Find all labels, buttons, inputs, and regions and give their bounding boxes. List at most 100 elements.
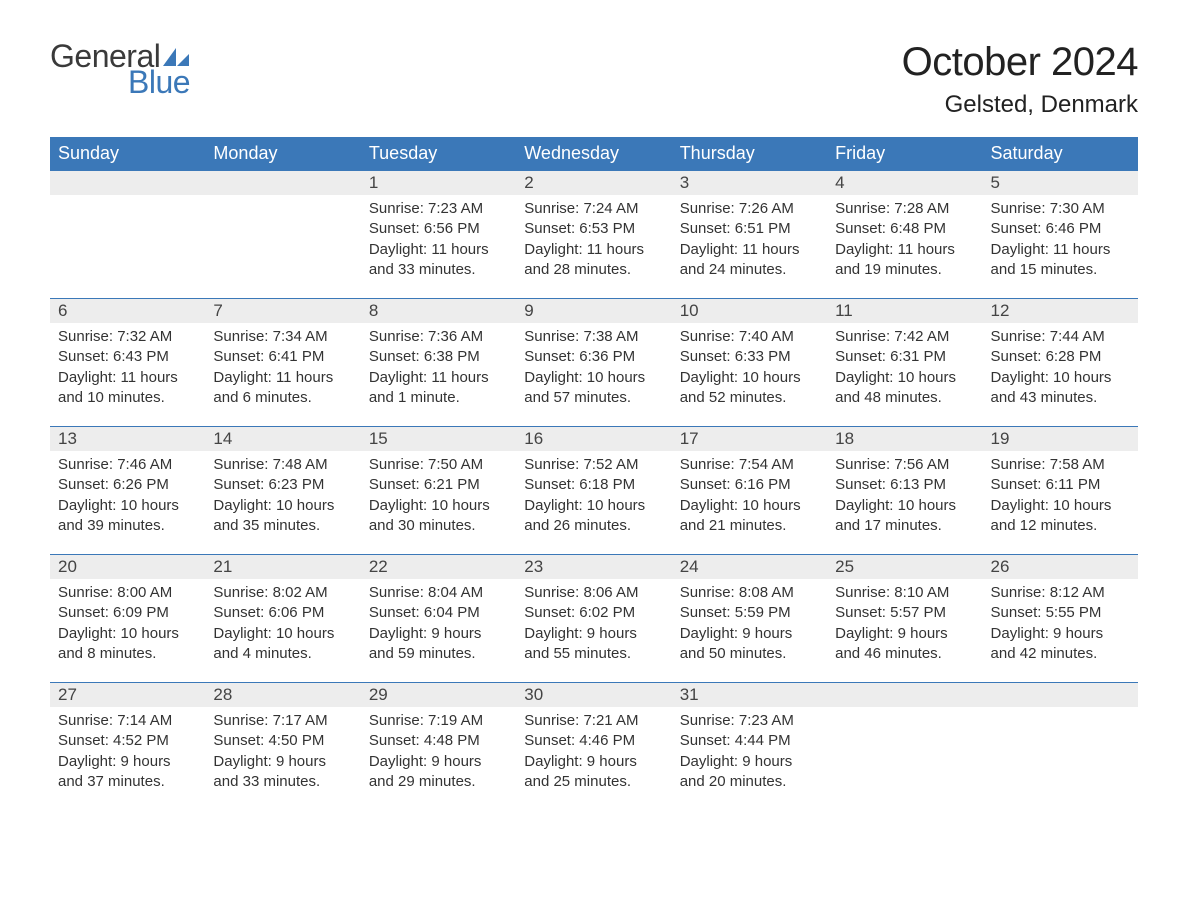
sunset-line: Sunset: 5:59 PM [680,603,819,623]
day-content: Sunrise: 8:06 AMSunset: 6:02 PMDaylight:… [516,579,671,672]
day-content: Sunrise: 8:02 AMSunset: 6:06 PMDaylight:… [205,579,360,672]
day-content: Sunrise: 7:19 AMSunset: 4:48 PMDaylight:… [361,707,516,800]
daylight-line: Daylight: 9 hours and 20 minutes. [680,752,819,793]
sunrise-line: Sunrise: 7:24 AM [524,199,663,219]
day-number: 24 [672,555,827,579]
calendar-cell: 10Sunrise: 7:40 AMSunset: 6:33 PMDayligh… [672,299,827,427]
day-content: Sunrise: 7:50 AMSunset: 6:21 PMDaylight:… [361,451,516,544]
day-header: Sunday [50,137,205,171]
header: General Blue October 2024 Gelsted, Denma… [50,40,1138,119]
day-content: Sunrise: 7:38 AMSunset: 6:36 PMDaylight:… [516,323,671,416]
sunset-line: Sunset: 6:33 PM [680,347,819,367]
day-content: Sunrise: 7:54 AMSunset: 6:16 PMDaylight:… [672,451,827,544]
day-header: Thursday [672,137,827,171]
daylight-line: Daylight: 10 hours and 30 minutes. [369,496,508,537]
sunrise-line: Sunrise: 7:36 AM [369,327,508,347]
sunset-line: Sunset: 6:36 PM [524,347,663,367]
daylight-line: Daylight: 11 hours and 28 minutes. [524,240,663,281]
sunrise-line: Sunrise: 8:10 AM [835,583,974,603]
calendar-cell: 26Sunrise: 8:12 AMSunset: 5:55 PMDayligh… [983,555,1138,683]
daylight-line: Daylight: 10 hours and 17 minutes. [835,496,974,537]
sunset-line: Sunset: 6:09 PM [58,603,197,623]
calendar-cell: 9Sunrise: 7:38 AMSunset: 6:36 PMDaylight… [516,299,671,427]
day-number: 28 [205,683,360,707]
calendar-cell: 14Sunrise: 7:48 AMSunset: 6:23 PMDayligh… [205,427,360,555]
calendar-cell: 5Sunrise: 7:30 AMSunset: 6:46 PMDaylight… [983,171,1138,299]
daylight-line: Daylight: 9 hours and 33 minutes. [213,752,352,793]
sunset-line: Sunset: 6:02 PM [524,603,663,623]
calendar-row: 6Sunrise: 7:32 AMSunset: 6:43 PMDaylight… [50,299,1138,427]
daylight-line: Daylight: 9 hours and 55 minutes. [524,624,663,665]
sunrise-line: Sunrise: 8:08 AM [680,583,819,603]
daylight-line: Daylight: 9 hours and 59 minutes. [369,624,508,665]
day-content: Sunrise: 7:46 AMSunset: 6:26 PMDaylight:… [50,451,205,544]
calendar-cell: 13Sunrise: 7:46 AMSunset: 6:26 PMDayligh… [50,427,205,555]
daylight-line: Daylight: 11 hours and 15 minutes. [991,240,1130,281]
day-number: 11 [827,299,982,323]
calendar-row: 20Sunrise: 8:00 AMSunset: 6:09 PMDayligh… [50,555,1138,683]
calendar-row: 1Sunrise: 7:23 AMSunset: 6:56 PMDaylight… [50,171,1138,299]
day-number [827,683,982,707]
day-number: 1 [361,171,516,195]
calendar-cell [50,171,205,299]
calendar-cell: 6Sunrise: 7:32 AMSunset: 6:43 PMDaylight… [50,299,205,427]
calendar-cell: 29Sunrise: 7:19 AMSunset: 4:48 PMDayligh… [361,683,516,811]
calendar-cell: 23Sunrise: 8:06 AMSunset: 6:02 PMDayligh… [516,555,671,683]
day-header: Saturday [983,137,1138,171]
daylight-line: Daylight: 10 hours and 21 minutes. [680,496,819,537]
daylight-line: Daylight: 10 hours and 4 minutes. [213,624,352,665]
day-content: Sunrise: 7:42 AMSunset: 6:31 PMDaylight:… [827,323,982,416]
day-number: 18 [827,427,982,451]
sunset-line: Sunset: 5:57 PM [835,603,974,623]
sunrise-line: Sunrise: 7:58 AM [991,455,1130,475]
day-number: 25 [827,555,982,579]
sunrise-line: Sunrise: 8:04 AM [369,583,508,603]
day-content: Sunrise: 7:48 AMSunset: 6:23 PMDaylight:… [205,451,360,544]
sunrise-line: Sunrise: 7:38 AM [524,327,663,347]
daylight-line: Daylight: 11 hours and 33 minutes. [369,240,508,281]
day-number: 7 [205,299,360,323]
day-number: 4 [827,171,982,195]
sunset-line: Sunset: 6:11 PM [991,475,1130,495]
calendar-cell: 25Sunrise: 8:10 AMSunset: 5:57 PMDayligh… [827,555,982,683]
daylight-line: Daylight: 10 hours and 52 minutes. [680,368,819,409]
daylight-line: Daylight: 9 hours and 50 minutes. [680,624,819,665]
daylight-line: Daylight: 10 hours and 12 minutes. [991,496,1130,537]
day-content: Sunrise: 7:14 AMSunset: 4:52 PMDaylight:… [50,707,205,800]
day-content: Sunrise: 7:23 AMSunset: 6:56 PMDaylight:… [361,195,516,288]
sunset-line: Sunset: 6:56 PM [369,219,508,239]
sunrise-line: Sunrise: 7:52 AM [524,455,663,475]
calendar-cell: 27Sunrise: 7:14 AMSunset: 4:52 PMDayligh… [50,683,205,811]
location-label: Gelsted, Denmark [902,91,1138,119]
calendar-cell: 18Sunrise: 7:56 AMSunset: 6:13 PMDayligh… [827,427,982,555]
sunrise-line: Sunrise: 7:56 AM [835,455,974,475]
sunrise-line: Sunrise: 7:48 AM [213,455,352,475]
day-content: Sunrise: 7:58 AMSunset: 6:11 PMDaylight:… [983,451,1138,544]
day-number: 19 [983,427,1138,451]
day-number: 2 [516,171,671,195]
day-content: Sunrise: 7:44 AMSunset: 6:28 PMDaylight:… [983,323,1138,416]
daylight-line: Daylight: 10 hours and 26 minutes. [524,496,663,537]
sunrise-line: Sunrise: 8:02 AM [213,583,352,603]
sunrise-line: Sunrise: 7:34 AM [213,327,352,347]
day-header-row: Sunday Monday Tuesday Wednesday Thursday… [50,137,1138,171]
day-header: Wednesday [516,137,671,171]
day-number [50,171,205,195]
calendar-row: 27Sunrise: 7:14 AMSunset: 4:52 PMDayligh… [50,683,1138,811]
title-block: October 2024 Gelsted, Denmark [902,40,1138,119]
day-content: Sunrise: 7:23 AMSunset: 4:44 PMDaylight:… [672,707,827,800]
sunrise-line: Sunrise: 8:12 AM [991,583,1130,603]
daylight-line: Daylight: 10 hours and 57 minutes. [524,368,663,409]
sunset-line: Sunset: 6:23 PM [213,475,352,495]
sunrise-line: Sunrise: 7:14 AM [58,711,197,731]
sunset-line: Sunset: 4:46 PM [524,731,663,751]
day-content: Sunrise: 8:10 AMSunset: 5:57 PMDaylight:… [827,579,982,672]
sunrise-line: Sunrise: 7:23 AM [680,711,819,731]
day-number: 17 [672,427,827,451]
day-number: 27 [50,683,205,707]
day-number: 16 [516,427,671,451]
sunrise-line: Sunrise: 7:50 AM [369,455,508,475]
day-content: Sunrise: 7:34 AMSunset: 6:41 PMDaylight:… [205,323,360,416]
sunset-line: Sunset: 6:18 PM [524,475,663,495]
sunset-line: Sunset: 4:48 PM [369,731,508,751]
